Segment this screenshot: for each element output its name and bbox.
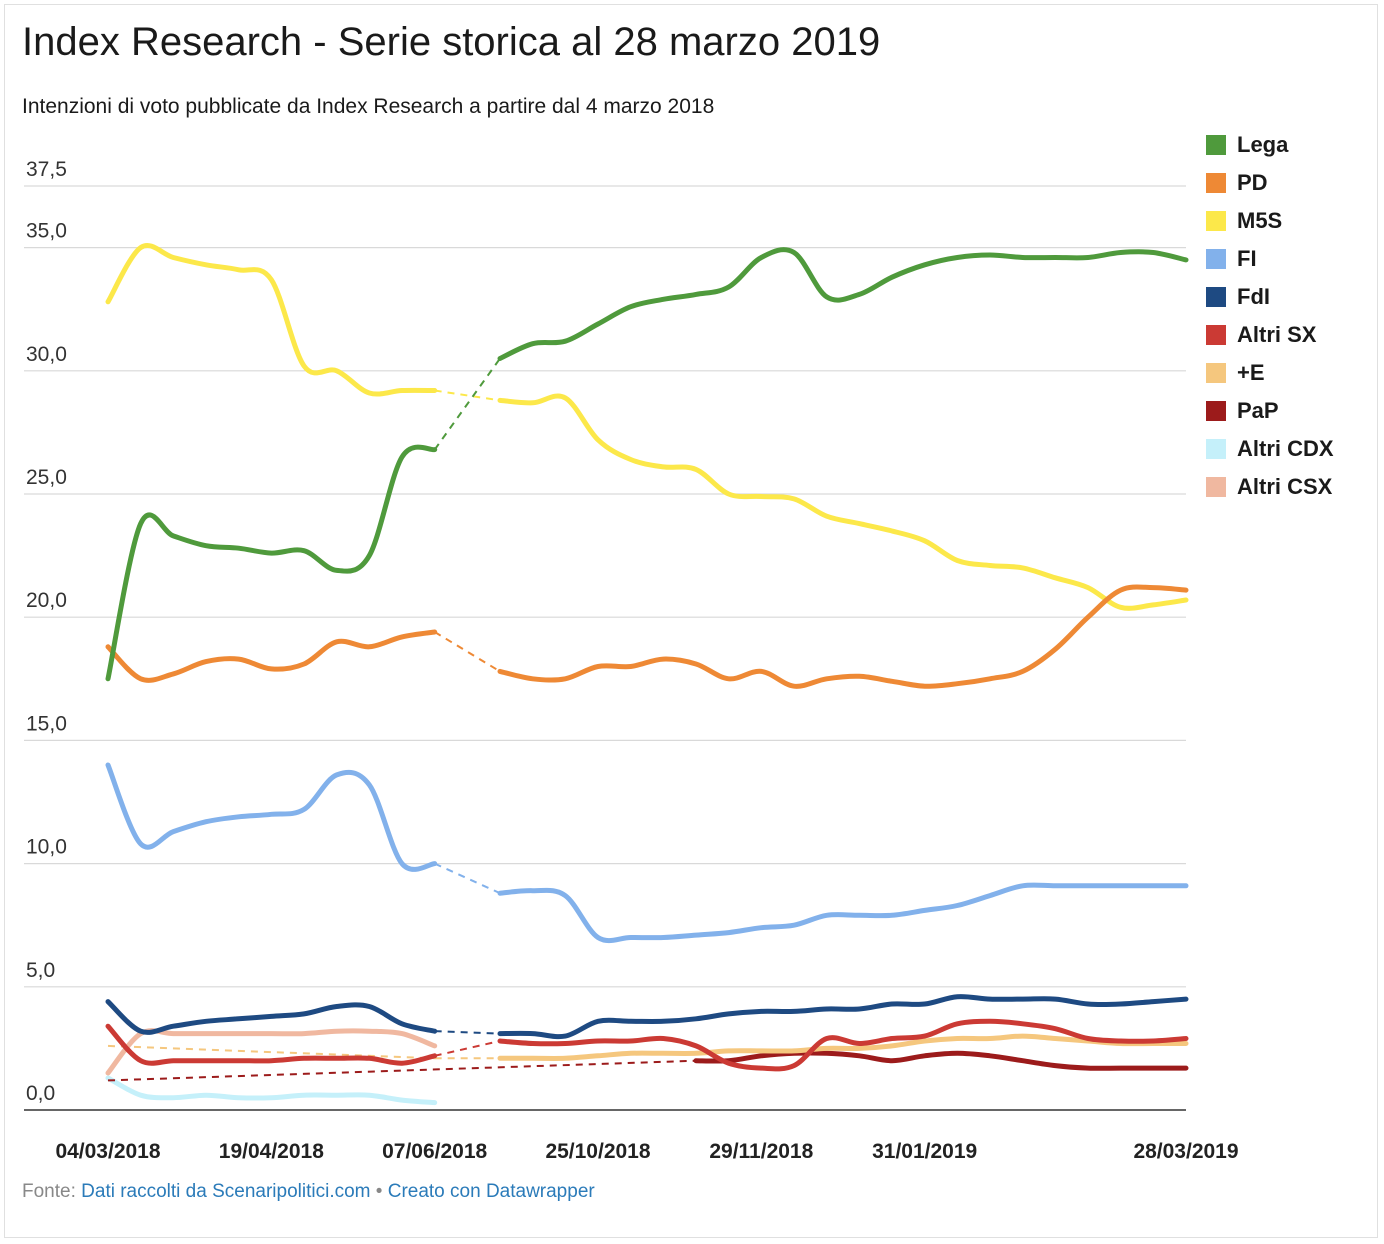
series-line xyxy=(105,1023,438,1066)
gridlines xyxy=(24,185,1186,1111)
legend-item: Altri SX xyxy=(1206,316,1334,354)
legend-label: FdI xyxy=(1237,284,1270,309)
series-line xyxy=(105,243,438,397)
legend-item: +E xyxy=(1206,354,1334,392)
legend-label: PaP xyxy=(1237,398,1279,423)
chart-subtitle: Intenzioni di voto pubblicate da Index R… xyxy=(22,95,715,118)
y-tick-label: 35,0 xyxy=(26,220,67,243)
x-tick-label: 19/04/2018 xyxy=(219,1140,324,1163)
series-line xyxy=(693,1050,1189,1071)
legend-label: Altri CDX xyxy=(1237,436,1334,461)
legend-label: PD xyxy=(1237,170,1268,195)
y-tick-label: 0,0 xyxy=(26,1082,55,1105)
legend-swatch xyxy=(1206,211,1226,231)
gap-connector xyxy=(107,1044,435,1060)
legend-item: FdI xyxy=(1206,278,1334,316)
series-line xyxy=(105,762,438,872)
series-lega xyxy=(105,247,1189,682)
gap-connector xyxy=(434,389,501,402)
gap-connector xyxy=(434,862,501,895)
footer-prefix: Fonte: xyxy=(22,1181,76,1202)
x-tick-label: 07/06/2018 xyxy=(382,1140,487,1163)
legend-label: Lega xyxy=(1237,132,1289,157)
series-line xyxy=(105,999,438,1035)
x-tick-label: 28/03/2019 xyxy=(1133,1140,1238,1163)
y-axis-ticks: 0,0 5,0 10,0 15,0 20,0 25,0 30,0 35,0 37,5 xyxy=(26,158,67,1105)
gap-connector xyxy=(434,1030,501,1035)
legend-swatch xyxy=(1206,439,1226,459)
datawrapper-link[interactable]: Creato con Datawrapper xyxy=(387,1181,595,1202)
series-altri-csx xyxy=(105,1028,438,1076)
series-line xyxy=(497,393,1189,611)
legend-item: FI xyxy=(1206,240,1334,278)
legend-swatch xyxy=(1206,477,1226,497)
series-line xyxy=(497,1033,1189,1061)
series-fdi xyxy=(105,994,1189,1040)
legend-item: PD xyxy=(1206,164,1334,202)
footer-separator: • xyxy=(375,1181,383,1202)
series-line xyxy=(105,629,438,683)
x-tick-label: 31/01/2019 xyxy=(872,1140,977,1163)
legend-swatch xyxy=(1206,287,1226,307)
chart-title: Index Research - Serie storica al 28 mar… xyxy=(22,20,881,64)
y-tick-label: 25,0 xyxy=(26,466,67,489)
gap-connector xyxy=(433,357,501,451)
legend-item: M5S xyxy=(1206,202,1334,240)
y-tick-label: 15,0 xyxy=(26,712,67,735)
series-line xyxy=(497,247,1189,361)
legend-label: +E xyxy=(1237,360,1265,385)
x-tick-label: 04/03/2018 xyxy=(55,1140,160,1163)
legend-swatch xyxy=(1206,401,1226,421)
series-line xyxy=(105,1075,438,1106)
legend-swatch xyxy=(1206,363,1226,383)
source-link[interactable]: Dati raccolti da Scenaripolitici.com xyxy=(81,1181,371,1202)
series--e xyxy=(107,1033,1189,1061)
legend-item: Altri CSX xyxy=(1206,468,1334,506)
legend-swatch xyxy=(1206,173,1226,193)
x-tick-label: 25/10/2018 xyxy=(545,1140,650,1163)
series-line xyxy=(497,882,1189,944)
gap-connector xyxy=(434,631,501,673)
legend-label: Altri CSX xyxy=(1237,474,1333,499)
series-m5s xyxy=(105,243,1189,611)
series-line xyxy=(497,584,1189,689)
series-line xyxy=(105,1028,438,1076)
legend-label: FI xyxy=(1237,246,1257,271)
legend-item: Altri CDX xyxy=(1206,430,1334,468)
y-tick-label: 20,0 xyxy=(26,589,67,612)
series-fi xyxy=(105,762,1189,944)
y-tick-label: 10,0 xyxy=(26,836,67,859)
legend-swatch xyxy=(1206,249,1226,269)
y-tick-label: 37,5 xyxy=(26,158,67,181)
x-tick-label: 29/11/2018 xyxy=(709,1140,813,1163)
legend: Lega PD M5S FI FdI Altri SX +E PaP Altri CDX Altr… xyxy=(1206,126,1334,506)
series-line xyxy=(497,994,1189,1040)
y-tick-label: 5,0 xyxy=(26,959,55,982)
x-axis-ticks: 04/03/2018 19/04/2018 07/06/2018 25/10/2018… xyxy=(55,1140,1238,1163)
legend-swatch xyxy=(1206,325,1226,345)
legend-label: Altri SX xyxy=(1237,322,1317,347)
series-pd xyxy=(105,584,1189,689)
series-altri-sx xyxy=(105,1018,1189,1072)
series-line xyxy=(497,1018,1189,1072)
gap-connector xyxy=(434,1040,501,1057)
y-tick-label: 30,0 xyxy=(26,343,67,366)
legend-swatch xyxy=(1206,135,1226,155)
series-pap xyxy=(107,1050,1189,1082)
footer: Fonte: Dati raccolti da Scenaripolitici.… xyxy=(22,1181,595,1203)
legend-item: PaP xyxy=(1206,392,1334,430)
legend-label: M5S xyxy=(1237,208,1283,233)
series-lines xyxy=(105,243,1189,1106)
legend-item: Lega xyxy=(1206,126,1334,164)
series-altri-cdx xyxy=(105,1075,438,1106)
series-line xyxy=(105,444,438,682)
